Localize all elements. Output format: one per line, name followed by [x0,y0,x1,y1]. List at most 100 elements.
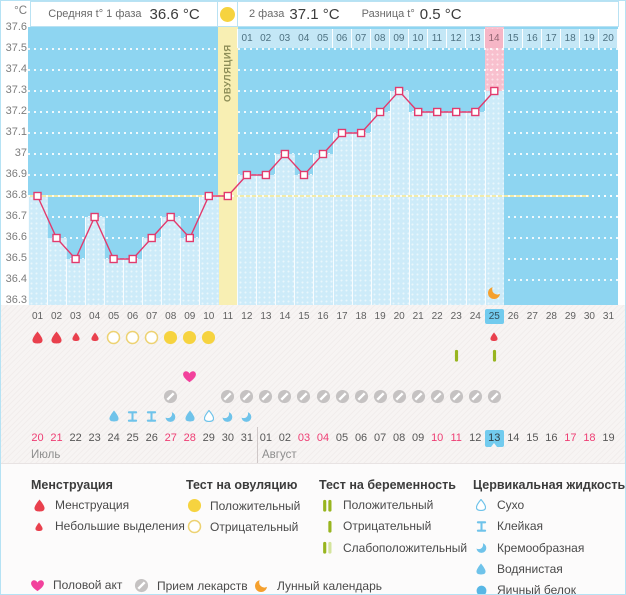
cycle-day-cell-16[interactable]: 16 [317,311,329,322]
date-cell-jul-29[interactable]: 29 [202,432,215,444]
cycle-day-cell-22[interactable]: 22 [431,311,443,322]
cycle-day-cell-27[interactable]: 27 [526,311,538,322]
phase2-day-cell-10[interactable]: 10 [408,29,429,48]
date-cell-jul-20[interactable]: 20 [31,432,44,444]
phase2-day-cell-03[interactable]: 03 [275,29,295,48]
date-cell-jul-26[interactable]: 26 [145,432,158,444]
date-cell-jul-24[interactable]: 24 [107,432,120,444]
date-cell-aug-01[interactable]: 01 [259,432,273,444]
phase2-day-cell-17[interactable]: 17 [541,29,562,48]
cycle-day-cell-23[interactable]: 23 [450,311,462,322]
phase2-day-cell-15[interactable]: 15 [503,29,524,48]
date-cell-aug-12[interactable]: 12 [469,432,482,444]
phase2-day-cell-07[interactable]: 07 [351,29,372,48]
date-cell-jul-27[interactable]: 27 [164,432,177,444]
cycle-day-cell-13[interactable]: 13 [260,311,272,322]
cycle-day-cell-24[interactable]: 24 [469,311,481,322]
phase2-day-cell-18[interactable]: 18 [560,29,581,48]
cycle-day-cell-30[interactable]: 30 [583,311,595,322]
date-cell-aug-14[interactable]: 14 [507,432,520,444]
date-cell-jul-22[interactable]: 22 [69,432,82,444]
phase2-day-cell-20[interactable]: 20 [598,29,618,48]
date-cell-jul-28[interactable]: 28 [183,432,196,444]
cycle-day-cell-26[interactable]: 26 [507,311,519,322]
phase2-day-cell-16[interactable]: 16 [522,29,543,48]
cycle-day-cell-04[interactable]: 04 [89,311,101,322]
chart-day-column-19[interactable] [370,112,391,305]
date-cell-aug-18[interactable]: 18 [583,432,596,444]
date-cell-jul-21[interactable]: 21 [50,432,63,444]
chart-day-column-1[interactable] [28,196,48,305]
date-cell-aug-19[interactable]: 19 [602,432,615,444]
date-cell-jul-30[interactable]: 30 [221,432,234,444]
chart-day-column-18[interactable] [351,133,372,305]
cycle-day-cell-05[interactable]: 05 [108,311,120,322]
cycle-day-cell-02[interactable]: 02 [50,311,63,322]
cycle-day-cell-01[interactable]: 01 [31,311,44,322]
phase2-day-cell-02[interactable]: 02 [256,29,276,48]
cycle-day-cell-18[interactable]: 18 [355,311,367,322]
chart-day-column-25[interactable] [484,91,505,305]
chart-day-column-24[interactable] [465,112,486,305]
chart-day-column-9[interactable] [180,238,200,305]
chart-day-column-23[interactable] [446,112,467,305]
chart-day-column-10[interactable] [199,196,219,305]
cycle-day-cell-07[interactable]: 07 [146,311,158,322]
date-cell-aug-13[interactable]: 13 [484,430,504,447]
cycle-day-cell-09[interactable]: 09 [184,311,196,322]
chart-day-column-17[interactable] [332,133,353,305]
date-cell-jul-23[interactable]: 23 [88,432,101,444]
date-cell-aug-08[interactable]: 08 [393,432,406,444]
phase2-day-cell-06[interactable]: 06 [332,29,353,48]
chart-day-column-3[interactable] [66,259,86,305]
phase2-day-cell-04[interactable]: 04 [294,29,314,48]
cycle-day-cell-11[interactable]: 11 [222,311,234,322]
chart-day-column-14[interactable] [275,154,295,305]
phase2-day-cell-09[interactable]: 09 [389,29,410,48]
date-cell-aug-06[interactable]: 06 [354,432,368,444]
cycle-day-cell-08[interactable]: 08 [165,311,177,322]
phase2-day-cell-19[interactable]: 19 [579,29,600,48]
chart-day-column-7[interactable] [142,238,162,305]
cycle-day-cell-21[interactable]: 21 [412,311,424,322]
date-cell-aug-05[interactable]: 05 [335,432,349,444]
chart-day-column-2[interactable] [47,238,67,305]
cycle-day-cell-03[interactable]: 03 [70,311,82,322]
cycle-day-cell-15[interactable]: 15 [298,311,310,322]
date-cell-aug-04[interactable]: 04 [316,432,330,444]
phase2-day-cell-14[interactable]: 14 [484,29,505,48]
phase2-day-cell-12[interactable]: 12 [446,29,467,48]
chart-day-column-4[interactable] [85,217,105,305]
cycle-day-cell-14[interactable]: 14 [279,311,291,322]
cycle-day-cell-19[interactable]: 19 [374,311,386,322]
date-cell-aug-11[interactable]: 11 [450,432,462,444]
cycle-day-cell-06[interactable]: 06 [127,311,139,322]
cycle-day-cell-12[interactable]: 12 [241,311,253,322]
phase2-day-cell-05[interactable]: 05 [313,29,333,48]
cycle-day-cell-31[interactable]: 31 [602,311,615,322]
date-cell-aug-09[interactable]: 09 [412,432,425,444]
date-cell-jul-25[interactable]: 25 [126,432,139,444]
cycle-day-cell-25[interactable]: 25 [484,309,504,324]
cycle-day-cell-28[interactable]: 28 [545,311,557,322]
cycle-day-cell-20[interactable]: 20 [393,311,405,322]
date-cell-aug-07[interactable]: 07 [373,432,387,444]
chart-day-column-5[interactable] [104,259,124,305]
phase2-day-cell-11[interactable]: 11 [427,29,448,48]
phase2-day-cell-01[interactable]: 01 [237,29,257,48]
date-cell-aug-15[interactable]: 15 [526,432,539,444]
date-cell-aug-17[interactable]: 17 [564,432,577,444]
chart-day-column-21[interactable] [408,112,429,305]
chart-day-column-16[interactable] [313,154,333,305]
cycle-day-cell-29[interactable]: 29 [564,311,576,322]
chart-day-column-6[interactable] [123,259,143,305]
cycle-day-cell-10[interactable]: 10 [203,311,215,322]
phase2-day-cell-08[interactable]: 08 [370,29,391,48]
date-cell-aug-10[interactable]: 10 [431,432,444,444]
cycle-day-cell-17[interactable]: 17 [336,311,348,322]
chart-day-column-20[interactable] [389,91,410,305]
date-cell-aug-03[interactable]: 03 [297,432,311,444]
phase2-day-cell-13[interactable]: 13 [465,29,486,48]
chart-day-column-8[interactable] [161,217,181,305]
chart-day-column-22[interactable] [427,112,448,305]
